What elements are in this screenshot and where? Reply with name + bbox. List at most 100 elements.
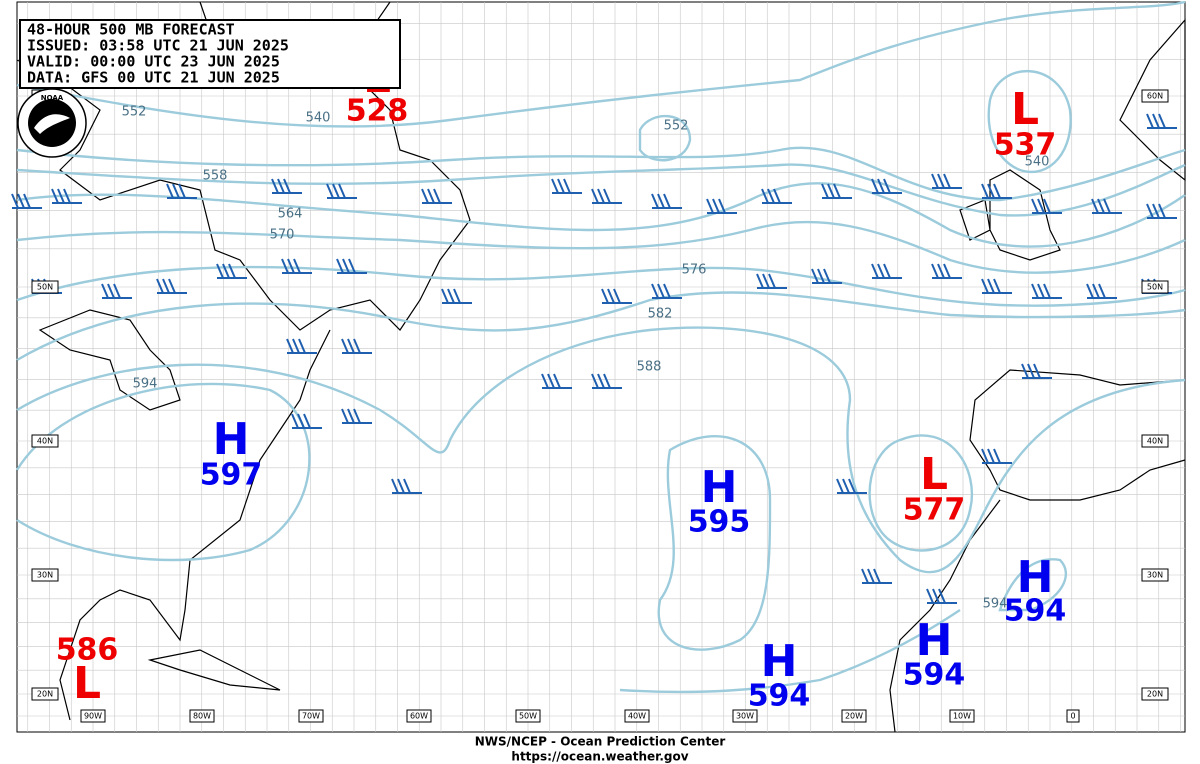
- contour: [16, 291, 1186, 362]
- wind-barb: [291, 413, 322, 429]
- header-line: 48-HOUR 500 MB FORECAST: [27, 21, 235, 39]
- wind-barb: [271, 178, 302, 194]
- contour-label: 564: [278, 207, 303, 222]
- lon-label: 60W: [410, 712, 428, 721]
- contour-label: 552: [664, 119, 689, 134]
- wind-barb: [926, 588, 957, 604]
- coast-british-isles: [959, 169, 1061, 261]
- wind-barb: [216, 263, 247, 279]
- wind-barb: [281, 258, 312, 274]
- lon-label-box: [1066, 709, 1080, 723]
- wind-barb: [551, 178, 582, 194]
- lon-label-box: [189, 709, 215, 723]
- logo-text: NOAA: [41, 94, 64, 102]
- lat-label: 50N: [37, 283, 53, 292]
- lon-label-box: [732, 709, 758, 723]
- lat-label-box: [1141, 687, 1169, 701]
- lon-label: 90W: [84, 712, 102, 721]
- wind-barb: [341, 338, 372, 354]
- contour-label: 594: [133, 377, 158, 392]
- lon-label-box: [841, 709, 867, 723]
- wind-barb: [756, 273, 787, 289]
- header-line: DATA: GFS 00 UTC 21 JUN 2025: [27, 69, 280, 87]
- lon-label: 70W: [302, 712, 320, 721]
- lat-label-box: [31, 434, 59, 448]
- lon-label: 30W: [736, 712, 754, 721]
- wind-barb: [341, 408, 372, 424]
- wind-barbs: [11, 113, 1177, 604]
- wind-barb: [591, 373, 622, 389]
- map-frame: [16, 1, 1186, 733]
- contour: [868, 434, 974, 552]
- wind-barb: [706, 198, 737, 214]
- wind-barb: [541, 373, 572, 389]
- wind-barb: [326, 183, 357, 199]
- coast-great-lakes: [38, 309, 181, 411]
- labels: 552 540 552 558 564 570 576 582 588 594 540 594 L 528…: [31, 52, 1169, 723]
- center-value: 577: [903, 493, 966, 528]
- lon-label-box: [80, 709, 106, 723]
- contour-label: 582: [648, 307, 673, 322]
- wind-barb: [871, 178, 902, 194]
- lon-label-box: [406, 709, 432, 723]
- wind-barb: [1146, 113, 1177, 129]
- footer-line: NWS/NCEP - Ocean Prediction Center: [475, 735, 726, 749]
- contour: [16, 146, 1186, 202]
- center-symbol: H: [701, 462, 738, 513]
- wind-barb: [931, 263, 962, 279]
- header-line: VALID: 00:00 UTC 23 JUN 2025: [27, 53, 280, 71]
- center-symbol: H: [761, 636, 798, 687]
- lon-label: 80W: [193, 712, 211, 721]
- wind-barb: [651, 283, 682, 299]
- wind-barb: [821, 183, 852, 199]
- lon-label: 10W: [953, 712, 971, 721]
- lat-label: 20N: [37, 690, 53, 699]
- lat-label: 20N: [1147, 690, 1163, 699]
- wind-barb: [591, 188, 622, 204]
- wind-barb: [651, 193, 682, 209]
- wind-barb: [1091, 198, 1122, 214]
- wind-barb: [1021, 363, 1052, 379]
- center-value: 594: [903, 658, 966, 693]
- lat-label-box: [1141, 280, 1169, 294]
- header-line: ISSUED: 03:58 UTC 21 JUN 2025: [27, 37, 289, 55]
- wind-barb: [981, 183, 1012, 199]
- lat-label-box: [31, 687, 59, 701]
- lat-label: 30N: [37, 571, 53, 580]
- lon-label-box: [515, 709, 541, 723]
- lon-label-box: [298, 709, 324, 723]
- wind-barb: [931, 173, 962, 189]
- contour: [987, 69, 1072, 173]
- wind-barb: [1031, 283, 1062, 299]
- wind-barb: [871, 263, 902, 279]
- contour: [16, 0, 1186, 128]
- lon-label-box: [624, 709, 650, 723]
- lat-label: 40N: [1147, 437, 1163, 446]
- lat-label-box: [1141, 434, 1169, 448]
- wind-barb: [336, 258, 367, 274]
- noaa-logo: NOAA: [17, 88, 87, 158]
- center-symbol: H: [1017, 552, 1054, 603]
- wind-barb: [1086, 283, 1117, 299]
- wind-barb: [981, 278, 1012, 294]
- coast-cuba: [147, 649, 281, 691]
- contour-label: 588: [637, 360, 662, 375]
- lat-label: 50N: [1147, 283, 1163, 292]
- center-value: 597: [200, 458, 263, 493]
- wind-barb: [1031, 198, 1062, 214]
- wind-barb: [981, 448, 1012, 464]
- header-frame: [19, 19, 401, 89]
- center-value: 594: [1004, 594, 1067, 629]
- center-value: 594: [748, 679, 811, 714]
- center-value: 586: [56, 633, 119, 668]
- footer-line: https://ocean.weather.gov: [511, 750, 688, 764]
- lon-label: 40W: [628, 712, 646, 721]
- center-value: 537: [994, 128, 1057, 163]
- center-symbol: H: [916, 615, 953, 666]
- wind-barb: [861, 568, 892, 584]
- lat-label-box: [1141, 568, 1169, 582]
- wind-barb: [601, 288, 632, 304]
- center-symbol: L: [920, 449, 948, 500]
